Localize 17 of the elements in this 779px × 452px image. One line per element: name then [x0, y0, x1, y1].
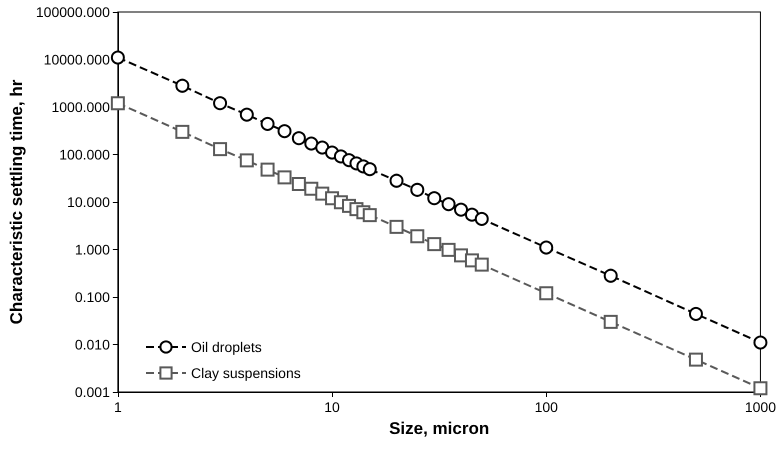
- y-axis-title: Characteristic settling time, hr: [7, 79, 26, 324]
- y-tick-label: 10.000: [67, 194, 110, 210]
- x-axis-title: Size, micron: [389, 419, 490, 438]
- x-tick-label: 10: [324, 399, 340, 415]
- y-tick-label: 100000.000: [36, 4, 110, 20]
- legend-label: Oil droplets: [191, 339, 262, 355]
- x-tick-label: 100: [534, 399, 558, 415]
- y-tick-label: 100.000: [59, 146, 110, 162]
- x-tick-label: 1: [114, 399, 122, 415]
- y-tick-label: 0.100: [74, 289, 110, 305]
- y-tick-label: 0.010: [74, 336, 110, 352]
- y-tick-label: 0.001: [74, 384, 110, 400]
- legend-label: Clay suspensions: [191, 365, 301, 381]
- y-tick-label: 1.000: [74, 242, 110, 258]
- x-tick-label: 1000: [744, 399, 776, 415]
- y-tick-label: 1000.000: [51, 99, 110, 115]
- y-tick-label: 10000.000: [44, 52, 110, 68]
